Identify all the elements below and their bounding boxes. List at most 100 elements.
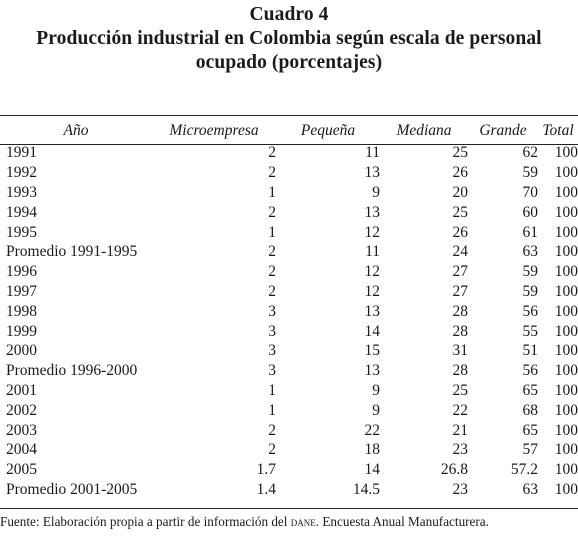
cell-year: 1999 (6, 322, 37, 340)
cell-year: 1992 (6, 164, 37, 182)
cell-microempresa: 1.7 (256, 461, 276, 479)
cell-microempresa: 1.4 (256, 480, 276, 498)
cell-total: 100 (554, 243, 578, 261)
cell-year: Promedio 1996-2000 (6, 362, 138, 380)
cell-microempresa: 3 (268, 322, 276, 340)
cell-microempresa: 2 (268, 243, 276, 261)
cell-microempresa: 1 (268, 381, 276, 399)
table-row: 1996 2 12 27 59 100 (0, 262, 578, 282)
cell-total: 100 (554, 480, 578, 498)
table-row: Promedio 2001-2005 1.4 14.5 23 63 100 (0, 480, 578, 500)
cell-pequena: 14 (364, 322, 381, 340)
cell-mediana: 28 (452, 322, 469, 340)
cell-grande: 63 (522, 243, 539, 261)
source-note: Fuente: Elaboración propia a partir de i… (0, 513, 578, 531)
cell-microempresa: 2 (268, 144, 276, 162)
cell-pequena: 9 (372, 401, 380, 419)
table-row: 2004 2 18 23 57 100 (0, 440, 578, 460)
cell-mediana: 23 (452, 441, 469, 459)
cell-year: 1995 (6, 223, 37, 241)
cell-mediana: 22 (452, 401, 469, 419)
header-year: Año (63, 121, 89, 139)
table-row: 1998 3 13 28 56 100 (0, 301, 578, 321)
cell-grande: 68 (522, 401, 539, 419)
cell-year: 2001 (6, 381, 37, 399)
source-prefix: Fuente: Elaboración propia a partir de i… (0, 514, 291, 529)
cell-pequena: 9 (372, 381, 380, 399)
cell-grande: 65 (522, 381, 539, 399)
cell-mediana: 25 (452, 144, 469, 162)
cell-year: 2005 (6, 461, 37, 479)
table-header-row: Año Microempresa Pequeña Mediana Grande … (0, 118, 578, 143)
cell-grande: 59 (522, 263, 539, 281)
cell-year: 1997 (6, 282, 37, 300)
caption-title: Producción industrial en Colombia según … (36, 28, 542, 49)
cell-grande: 59 (522, 164, 539, 182)
cell-year: 1991 (6, 144, 37, 162)
table-row: 1992 2 13 26 59 100 (0, 163, 578, 183)
header-microempresa: Microempresa (169, 121, 259, 139)
cell-pequena: 22 (364, 421, 381, 439)
cell-grande: 60 (522, 203, 539, 221)
table-row: 2002 1 9 22 68 100 (0, 400, 578, 420)
cell-total: 100 (554, 322, 578, 340)
cell-total: 100 (554, 203, 578, 221)
cell-mediana: 26.8 (440, 461, 468, 479)
source-suffix: . Encuesta Anual Manufacturera. (315, 514, 489, 529)
cell-microempresa: 2 (268, 421, 276, 439)
cell-year: 1994 (6, 203, 37, 221)
cell-pequena: 18 (364, 441, 381, 459)
cell-microempresa: 2 (268, 164, 276, 182)
cell-total: 100 (554, 223, 578, 241)
cell-pequena: 13 (364, 362, 381, 380)
cell-grande: 56 (522, 362, 539, 380)
cell-mediana: 24 (452, 243, 469, 261)
cell-microempresa: 3 (268, 302, 276, 320)
cell-grande: 55 (522, 322, 539, 340)
table-row: 1997 2 12 27 59 100 (0, 282, 578, 302)
cell-microempresa: 2 (268, 282, 276, 300)
table-row: Promedio 1991-1995 2 11 24 63 100 (0, 242, 578, 262)
cell-grande: 65 (522, 421, 539, 439)
cell-total: 100 (554, 381, 578, 399)
cell-microempresa: 1 (268, 401, 276, 419)
header-separator-rule (0, 144, 578, 145)
header-grande: Grande (479, 121, 527, 139)
cell-grande: 62 (522, 144, 539, 162)
table-row: 2000 3 15 31 51 100 (0, 341, 578, 361)
cell-total: 100 (554, 401, 578, 419)
table-row: 2005 1.7 14 26.8 57.2 100 (0, 460, 578, 480)
cell-mediana: 25 (452, 203, 469, 221)
table-row: 1991 2 11 25 62 100 (0, 143, 578, 163)
cell-pequena: 11 (365, 243, 380, 261)
cell-mediana: 26 (452, 164, 469, 182)
cell-mediana: 28 (452, 362, 469, 380)
cell-microempresa: 2 (268, 263, 276, 281)
cell-total: 100 (554, 183, 578, 201)
cell-pequena: 11 (365, 144, 380, 162)
cell-grande: 63 (522, 480, 539, 498)
table-row: 1993 1 9 20 70 100 (0, 183, 578, 203)
table-bottom-rule (0, 508, 578, 509)
caption-title-continued: ocupado (porcentajes) (195, 52, 383, 73)
table-top-rule (0, 115, 578, 116)
cell-total: 100 (554, 302, 578, 320)
table-row: 2003 2 22 21 65 100 (0, 420, 578, 440)
cell-total: 100 (554, 421, 578, 439)
cell-total: 100 (554, 144, 578, 162)
table-body: 1991 2 11 25 62 100 1992 2 13 26 59 100 1993 1 9 20 70 10… (0, 143, 578, 499)
cell-total: 100 (554, 282, 578, 300)
table-row: 1999 3 14 28 55 100 (0, 321, 578, 341)
cell-total: 100 (554, 164, 578, 182)
cell-grande: 70 (522, 183, 539, 201)
header-mediana: Mediana (396, 121, 452, 139)
production-table: Año Microempresa Pequeña Mediana Grande … (0, 118, 578, 499)
cell-mediana: 28 (452, 302, 469, 320)
cell-year: 1996 (6, 263, 37, 281)
cell-total: 100 (554, 441, 578, 459)
cell-mediana: 25 (452, 381, 469, 399)
header-total: Total (542, 121, 574, 139)
cell-grande: 57.2 (510, 461, 538, 479)
caption-number: Cuadro 4 (249, 4, 329, 25)
cell-year: 1993 (6, 183, 37, 201)
